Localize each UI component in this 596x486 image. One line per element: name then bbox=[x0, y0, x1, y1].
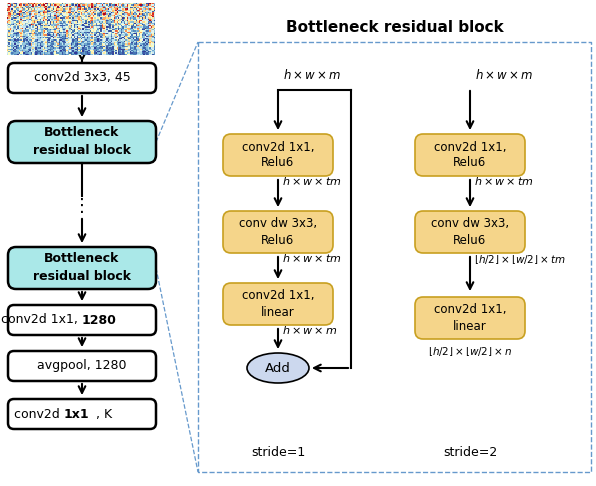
Text: $h \times w \times m$: $h \times w \times m$ bbox=[283, 67, 342, 81]
Text: conv2d 3x3, 45: conv2d 3x3, 45 bbox=[33, 71, 131, 85]
Text: conv2d 1x1,: conv2d 1x1, bbox=[242, 290, 314, 302]
FancyBboxPatch shape bbox=[8, 247, 156, 289]
Text: stride=2: stride=2 bbox=[443, 446, 497, 458]
Text: linear: linear bbox=[261, 306, 295, 318]
Text: Bottleneck residual block: Bottleneck residual block bbox=[285, 20, 504, 35]
Text: Relu6: Relu6 bbox=[454, 233, 486, 246]
FancyBboxPatch shape bbox=[223, 211, 333, 253]
Text: Bottleneck: Bottleneck bbox=[44, 126, 120, 139]
FancyBboxPatch shape bbox=[8, 399, 156, 429]
Text: $h \times w \times m$: $h \times w \times m$ bbox=[475, 67, 533, 81]
Text: $h \times w \times m$: $h \times w \times m$ bbox=[282, 324, 337, 336]
Text: conv2d: conv2d bbox=[14, 407, 64, 420]
Text: $\lfloor h/2\rfloor \times \lfloor w/2\rfloor \times tm$: $\lfloor h/2\rfloor \times \lfloor w/2\r… bbox=[474, 253, 566, 265]
Text: conv2d 1x1,: conv2d 1x1, bbox=[1, 313, 82, 327]
Text: Relu6: Relu6 bbox=[262, 156, 294, 170]
FancyBboxPatch shape bbox=[415, 134, 525, 176]
FancyBboxPatch shape bbox=[8, 305, 156, 335]
Text: conv2d 1x1,: conv2d 1x1, bbox=[434, 303, 506, 316]
Text: Relu6: Relu6 bbox=[454, 156, 486, 170]
Text: Relu6: Relu6 bbox=[262, 233, 294, 246]
FancyBboxPatch shape bbox=[8, 121, 156, 163]
Text: , K: , K bbox=[96, 407, 112, 420]
Ellipse shape bbox=[247, 353, 309, 383]
Text: conv2d 1x1,: conv2d 1x1, bbox=[242, 140, 314, 154]
Text: avgpool, 1280: avgpool, 1280 bbox=[37, 360, 127, 372]
Text: 1x1: 1x1 bbox=[64, 407, 89, 420]
Text: residual block: residual block bbox=[33, 271, 131, 283]
FancyBboxPatch shape bbox=[8, 351, 156, 381]
FancyBboxPatch shape bbox=[223, 134, 333, 176]
Text: conv dw 3x3,: conv dw 3x3, bbox=[239, 218, 317, 230]
Text: Add: Add bbox=[265, 362, 291, 375]
Text: residual block: residual block bbox=[33, 144, 131, 157]
Text: linear: linear bbox=[453, 319, 487, 332]
Text: $\lfloor h/2\rfloor \times \lfloor w/2\rfloor \times n$: $\lfloor h/2\rfloor \times \lfloor w/2\r… bbox=[428, 345, 512, 358]
Text: ⋮: ⋮ bbox=[73, 197, 91, 215]
Text: conv dw 3x3,: conv dw 3x3, bbox=[431, 218, 509, 230]
FancyBboxPatch shape bbox=[223, 283, 333, 325]
Text: Bottleneck: Bottleneck bbox=[44, 253, 120, 265]
FancyBboxPatch shape bbox=[415, 297, 525, 339]
Text: stride=1: stride=1 bbox=[251, 446, 305, 458]
FancyBboxPatch shape bbox=[415, 211, 525, 253]
Text: $h \times w \times tm$: $h \times w \times tm$ bbox=[474, 175, 534, 187]
Text: 1280: 1280 bbox=[82, 313, 117, 327]
Text: conv2d 1x1,: conv2d 1x1, bbox=[434, 140, 506, 154]
Text: $h \times w \times tm$: $h \times w \times tm$ bbox=[282, 252, 342, 264]
Text: $h \times w \times tm$: $h \times w \times tm$ bbox=[282, 175, 342, 187]
FancyBboxPatch shape bbox=[8, 63, 156, 93]
